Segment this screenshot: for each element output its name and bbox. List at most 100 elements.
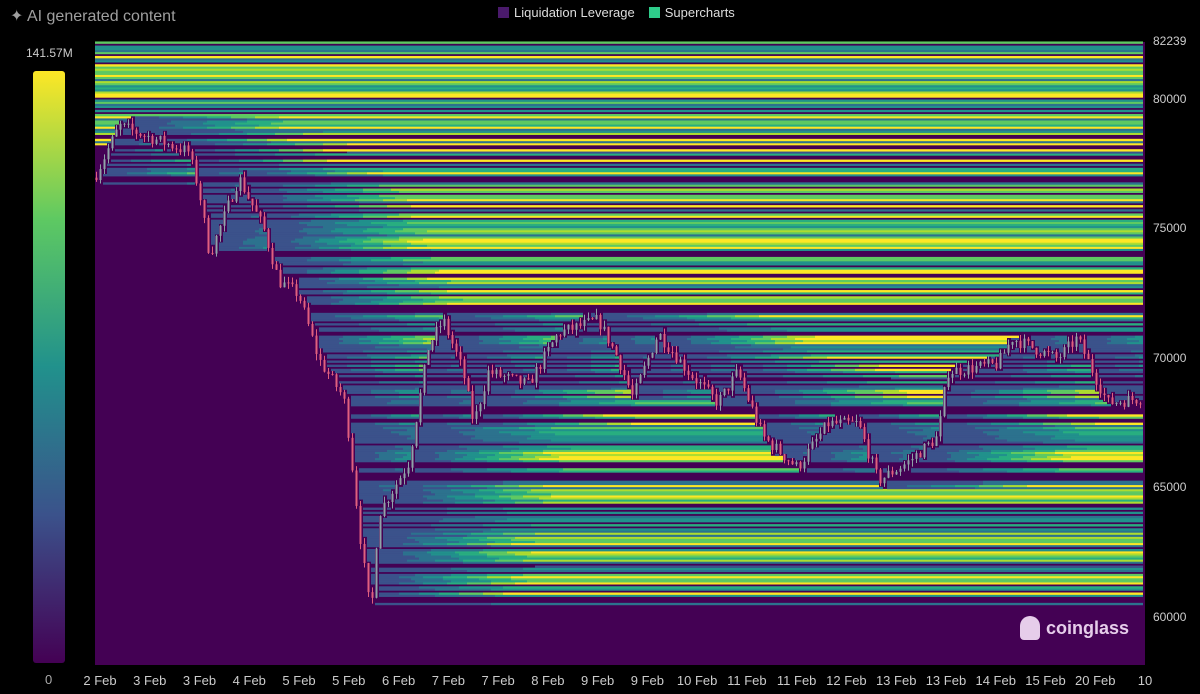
heatmap-cell bbox=[483, 414, 503, 417]
candle-body bbox=[1023, 338, 1026, 349]
y-tick-label: 60000 bbox=[1153, 609, 1187, 624]
heatmap-cell bbox=[411, 577, 443, 581]
heatmap-cell bbox=[943, 422, 967, 425]
heatmap-cell bbox=[547, 370, 595, 374]
heatmap-cell bbox=[943, 428, 999, 432]
candle-body bbox=[323, 359, 326, 372]
heatmap-cell bbox=[231, 194, 235, 198]
heatmap-cell bbox=[227, 227, 259, 231]
heatmap-cell bbox=[283, 184, 315, 187]
candle-body bbox=[491, 370, 494, 374]
candle-body bbox=[1011, 342, 1014, 345]
heatmap-cell bbox=[455, 501, 483, 504]
heatmap-cell bbox=[1079, 345, 1083, 349]
heatmap-cell bbox=[1027, 397, 1099, 401]
candle-body bbox=[347, 398, 350, 438]
heatmap-cell bbox=[435, 493, 475, 496]
heatmap-cell bbox=[751, 389, 775, 392]
candle-body bbox=[1135, 400, 1138, 404]
heatmap-cell bbox=[499, 430, 539, 434]
heatmap-cell bbox=[451, 488, 479, 492]
heatmap-cell bbox=[427, 389, 451, 392]
heatmap-cell bbox=[227, 223, 263, 227]
heatmap-cell bbox=[731, 337, 751, 341]
heatmap-cell bbox=[427, 277, 1143, 280]
heatmap-cell bbox=[495, 594, 1143, 597]
heatmap-cell bbox=[203, 182, 239, 185]
heatmap-cell bbox=[419, 586, 459, 589]
heatmap-cell bbox=[811, 459, 847, 463]
heatmap-cell bbox=[535, 455, 559, 459]
heatmap-cell bbox=[227, 215, 251, 218]
x-tick-label: 20 Feb bbox=[1074, 673, 1116, 688]
heatmap-cell bbox=[639, 387, 695, 390]
heatmap-cell bbox=[435, 350, 455, 353]
heatmap-cell bbox=[511, 356, 535, 359]
x-tick-label: 11 Feb bbox=[727, 673, 767, 688]
heatmap-cell bbox=[867, 422, 891, 425]
heatmap-cell bbox=[307, 232, 343, 235]
heatmap-cell bbox=[623, 354, 647, 357]
x-tick-label: 13 Feb bbox=[925, 673, 967, 688]
heatmap-cell bbox=[759, 414, 779, 417]
heatmap-cell bbox=[943, 426, 975, 430]
heatmap-cell bbox=[559, 470, 799, 473]
heatmap-cell bbox=[375, 345, 431, 349]
heatmap-cell bbox=[219, 242, 243, 245]
heatmap-cell bbox=[463, 536, 487, 539]
x-tick-label: 10 bbox=[1137, 673, 1153, 688]
legend-item-supercharts[interactable]: Supercharts bbox=[648, 5, 735, 20]
heatmap-cell bbox=[863, 453, 867, 457]
heatmap-cell bbox=[1063, 360, 1091, 363]
heatmap-cell bbox=[267, 142, 295, 146]
heatmap-cell bbox=[387, 495, 391, 498]
colorbar[interactable] bbox=[33, 71, 65, 663]
candle-body bbox=[1095, 372, 1098, 385]
heatmap-cell bbox=[355, 242, 383, 245]
candle-body bbox=[1099, 384, 1102, 394]
heatmap-cell bbox=[627, 314, 655, 318]
heatmap-cell bbox=[1091, 348, 1143, 351]
heatmap-cell bbox=[287, 138, 1143, 142]
heatmap-cell bbox=[871, 432, 915, 436]
heatmap-cell bbox=[811, 432, 815, 436]
candle-body bbox=[775, 443, 778, 450]
ai-label-text: AI generated content bbox=[26, 8, 176, 25]
legend-label: Liquidation Leverage bbox=[514, 5, 635, 20]
heatmap-cell bbox=[563, 468, 799, 471]
legend-item-liquidation-leverage[interactable]: Liquidation Leverage bbox=[498, 5, 635, 20]
heatmap-cell bbox=[491, 544, 1143, 548]
heatmap-cell bbox=[379, 329, 435, 332]
heatmap-cell bbox=[235, 149, 259, 152]
heatmap-cell bbox=[1139, 360, 1143, 363]
candle-body bbox=[223, 211, 226, 226]
candle-body bbox=[303, 300, 306, 308]
candle-body bbox=[271, 247, 274, 265]
heatmap-cell bbox=[479, 422, 503, 425]
heatmap-cell bbox=[439, 335, 447, 338]
heatmap-cell bbox=[471, 532, 503, 535]
candle-body bbox=[815, 438, 818, 442]
heatmap-cell bbox=[591, 312, 595, 316]
heatmap-cell bbox=[263, 209, 359, 212]
heatmap-cell bbox=[535, 356, 543, 359]
heatmap-cell bbox=[619, 343, 655, 347]
heatmap-cell bbox=[715, 385, 731, 388]
heatmap-cell bbox=[335, 221, 371, 225]
heatmap-cell bbox=[387, 292, 431, 295]
heatmap-cell bbox=[423, 488, 451, 492]
heatmap-cell bbox=[611, 339, 635, 343]
heatmap-cell bbox=[923, 437, 931, 440]
heatmap-cell bbox=[395, 445, 411, 448]
heatmap-cell bbox=[395, 316, 439, 320]
heatmap-cell bbox=[95, 109, 1143, 113]
heatmap-cell bbox=[131, 159, 151, 162]
heatmap-cell bbox=[979, 453, 1007, 457]
heatmap-cell bbox=[283, 194, 315, 198]
heatmap-cell bbox=[843, 468, 875, 471]
heatmap-cell bbox=[319, 345, 375, 349]
candle-body bbox=[715, 394, 718, 406]
heatmap-cell bbox=[787, 368, 807, 372]
heatmap-cell bbox=[491, 588, 1143, 591]
